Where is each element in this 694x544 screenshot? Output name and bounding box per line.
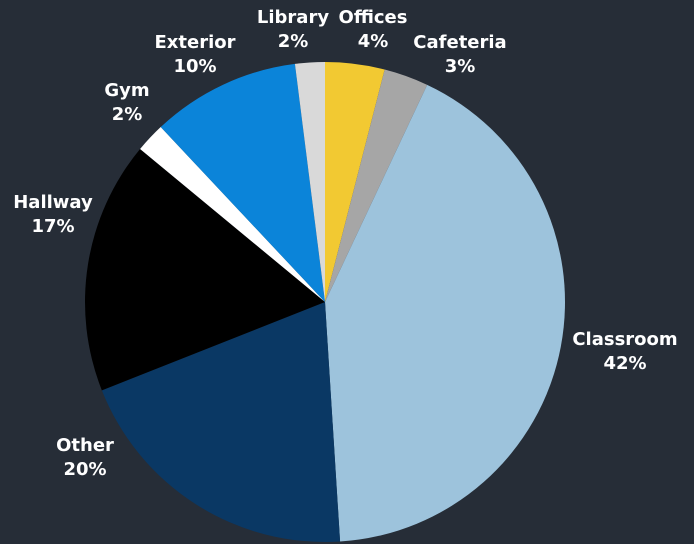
value-label: 17% <box>31 216 74 237</box>
pie-slice <box>294 62 325 302</box>
slice-label: Library <box>257 7 329 28</box>
slice-label: Hallway <box>13 192 93 213</box>
slice-label: Other <box>56 435 114 456</box>
pie-slice <box>140 127 325 302</box>
value-label: 2% <box>278 31 309 52</box>
pie-slice <box>101 302 341 542</box>
slice-label: Exterior <box>154 32 235 53</box>
value-label: 10% <box>173 56 216 77</box>
pie-slice <box>160 63 325 302</box>
value-label: 42% <box>603 353 646 374</box>
pie-slice <box>85 149 325 391</box>
value-label: 3% <box>445 56 476 77</box>
pie-slice <box>325 69 428 302</box>
slice-label: Gym <box>104 80 149 101</box>
pie-slice <box>325 62 385 302</box>
value-label: 20% <box>63 459 106 480</box>
slice-label: Offices <box>339 7 408 28</box>
slice-label: Classroom <box>572 329 677 350</box>
pie-slice <box>325 84 566 542</box>
slice-label: Cafeteria <box>413 32 506 53</box>
value-label: 2% <box>112 104 143 125</box>
value-label: 4% <box>358 31 389 52</box>
